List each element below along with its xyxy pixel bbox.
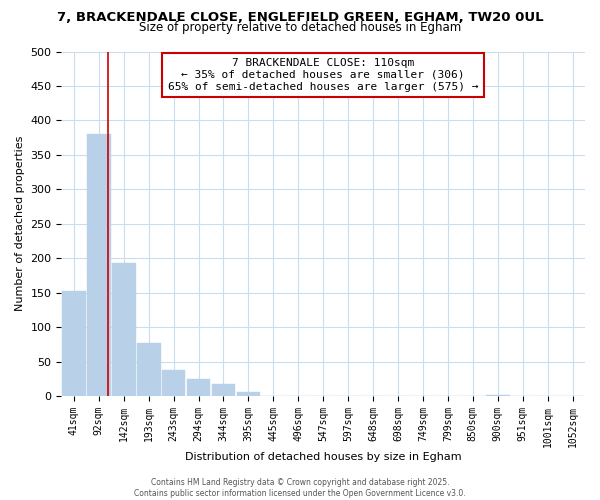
Bar xyxy=(187,379,211,396)
Text: 7, BRACKENDALE CLOSE, ENGLEFIELD GREEN, EGHAM, TW20 0UL: 7, BRACKENDALE CLOSE, ENGLEFIELD GREEN, … xyxy=(56,11,544,24)
Text: Contains HM Land Registry data © Crown copyright and database right 2025.
Contai: Contains HM Land Registry data © Crown c… xyxy=(134,478,466,498)
Bar xyxy=(112,263,136,396)
X-axis label: Distribution of detached houses by size in Egham: Distribution of detached houses by size … xyxy=(185,452,461,462)
Bar xyxy=(162,370,185,396)
Bar xyxy=(87,134,110,396)
Bar xyxy=(486,394,509,396)
Bar xyxy=(62,292,86,396)
Bar xyxy=(137,343,161,396)
Text: Size of property relative to detached houses in Egham: Size of property relative to detached ho… xyxy=(139,22,461,35)
Text: 7 BRACKENDALE CLOSE: 110sqm
← 35% of detached houses are smaller (306)
65% of se: 7 BRACKENDALE CLOSE: 110sqm ← 35% of det… xyxy=(168,58,478,92)
Bar xyxy=(212,384,235,396)
Y-axis label: Number of detached properties: Number of detached properties xyxy=(15,136,25,312)
Bar xyxy=(236,392,260,396)
